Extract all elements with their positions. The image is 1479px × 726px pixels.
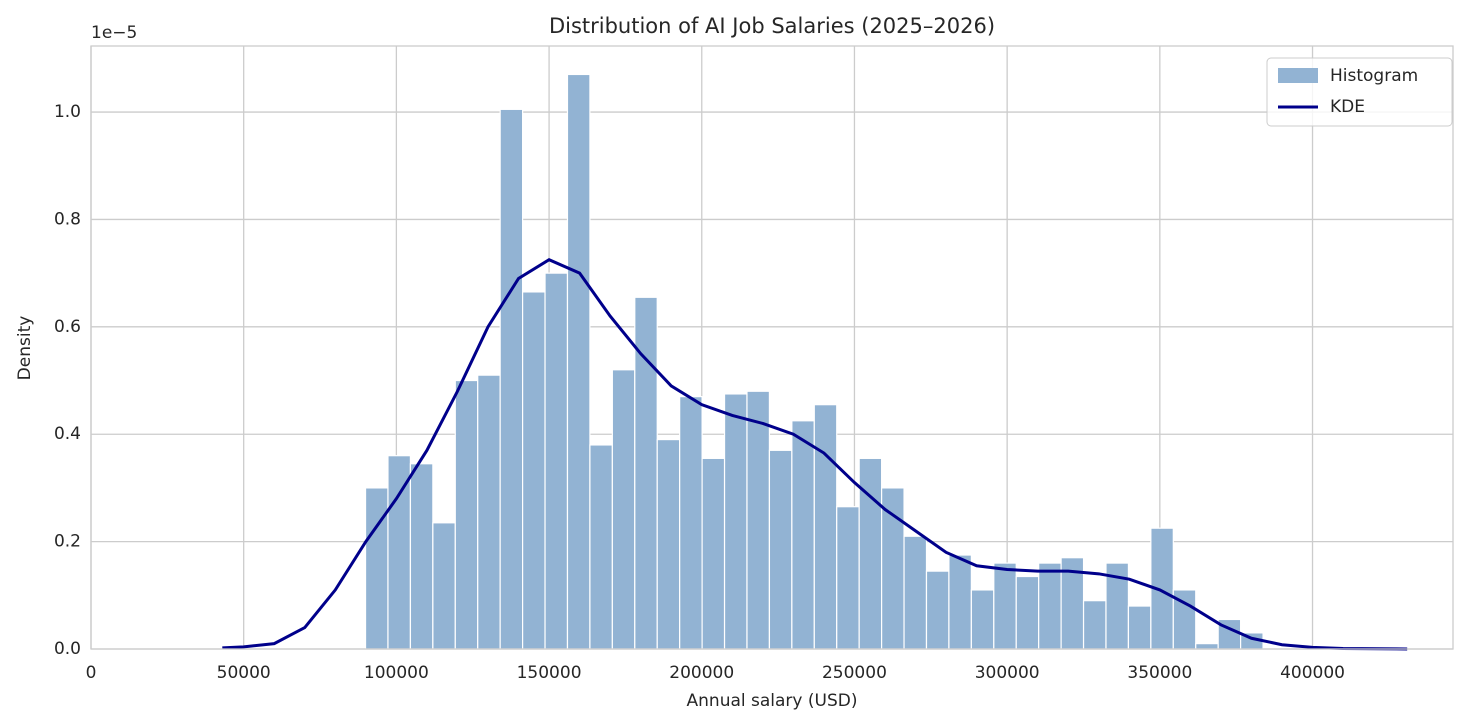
y-tick-label: 1.0 — [54, 102, 81, 122]
histogram-bar — [679, 396, 703, 650]
x-tick-label: 100000 — [364, 663, 429, 683]
histogram-bar — [925, 570, 950, 650]
histogram-bar — [544, 272, 569, 650]
histogram-bar — [409, 463, 434, 650]
histogram-bar — [364, 487, 389, 650]
histogram-bar — [813, 404, 838, 650]
histogram-bar — [836, 506, 860, 650]
legend-label: KDE — [1330, 97, 1365, 117]
histogram-bar — [881, 487, 905, 650]
x-tick-label: 350000 — [1127, 663, 1192, 683]
x-tick-label: 400000 — [1280, 663, 1345, 683]
histogram-bar — [993, 562, 1017, 650]
legend-label: Histogram — [1330, 66, 1418, 86]
y-tick-label: 0.2 — [54, 532, 81, 552]
kde-line — [222, 258, 1408, 651]
histogram-bar — [1038, 562, 1062, 650]
histogram-bar — [589, 444, 613, 650]
histogram-bar — [970, 589, 995, 650]
histogram-bar — [454, 379, 479, 650]
x-tick-label: 50000 — [217, 663, 271, 683]
histogram-bar — [432, 522, 456, 650]
x-tick-label: 300000 — [975, 663, 1040, 683]
histogram-bar — [499, 108, 524, 650]
legend-swatch — [1278, 68, 1318, 83]
histogram-bar — [1015, 575, 1040, 650]
x-tick-label: 0 — [86, 663, 97, 683]
histogram-bar — [387, 455, 412, 650]
histogram-bar — [1082, 600, 1107, 650]
histogram-bar — [903, 535, 928, 650]
histogram-bar — [858, 457, 883, 650]
histogram-bar — [1127, 605, 1152, 650]
histogram-bar — [948, 554, 972, 650]
histogram-bar — [746, 390, 771, 650]
histogram-bar — [768, 449, 793, 650]
histogram-bar — [522, 291, 546, 650]
histogram-bar — [656, 438, 681, 650]
histogram-bar — [611, 369, 636, 650]
y-tick-label: 0.0 — [54, 639, 81, 659]
y-axis-label: Density — [15, 316, 35, 381]
y-tick-label: 0.4 — [54, 424, 81, 444]
y-offset-label: 1e−5 — [91, 23, 137, 43]
y-tick-label: 0.8 — [54, 209, 81, 229]
histogram-bar — [723, 393, 748, 650]
histogram-bar — [566, 73, 591, 650]
x-tick-label: 200000 — [669, 663, 734, 683]
histogram-bar — [791, 420, 815, 650]
x-tick-label: 250000 — [822, 663, 887, 683]
histogram-bar — [701, 457, 726, 650]
chart-title: Distribution of AI Job Salaries (2025–20… — [549, 14, 995, 38]
x-axis-label: Annual salary (USD) — [687, 691, 858, 711]
histogram-bar — [1195, 643, 1219, 650]
y-tick-label: 0.6 — [54, 317, 81, 337]
histogram-bar — [477, 374, 501, 650]
x-tick-label: 150000 — [517, 663, 582, 683]
plot-frame — [90, 45, 1454, 650]
